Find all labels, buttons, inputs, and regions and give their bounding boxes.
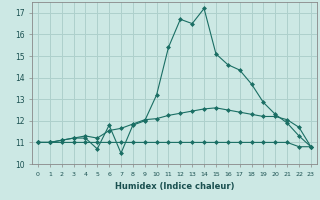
X-axis label: Humidex (Indice chaleur): Humidex (Indice chaleur): [115, 182, 234, 191]
